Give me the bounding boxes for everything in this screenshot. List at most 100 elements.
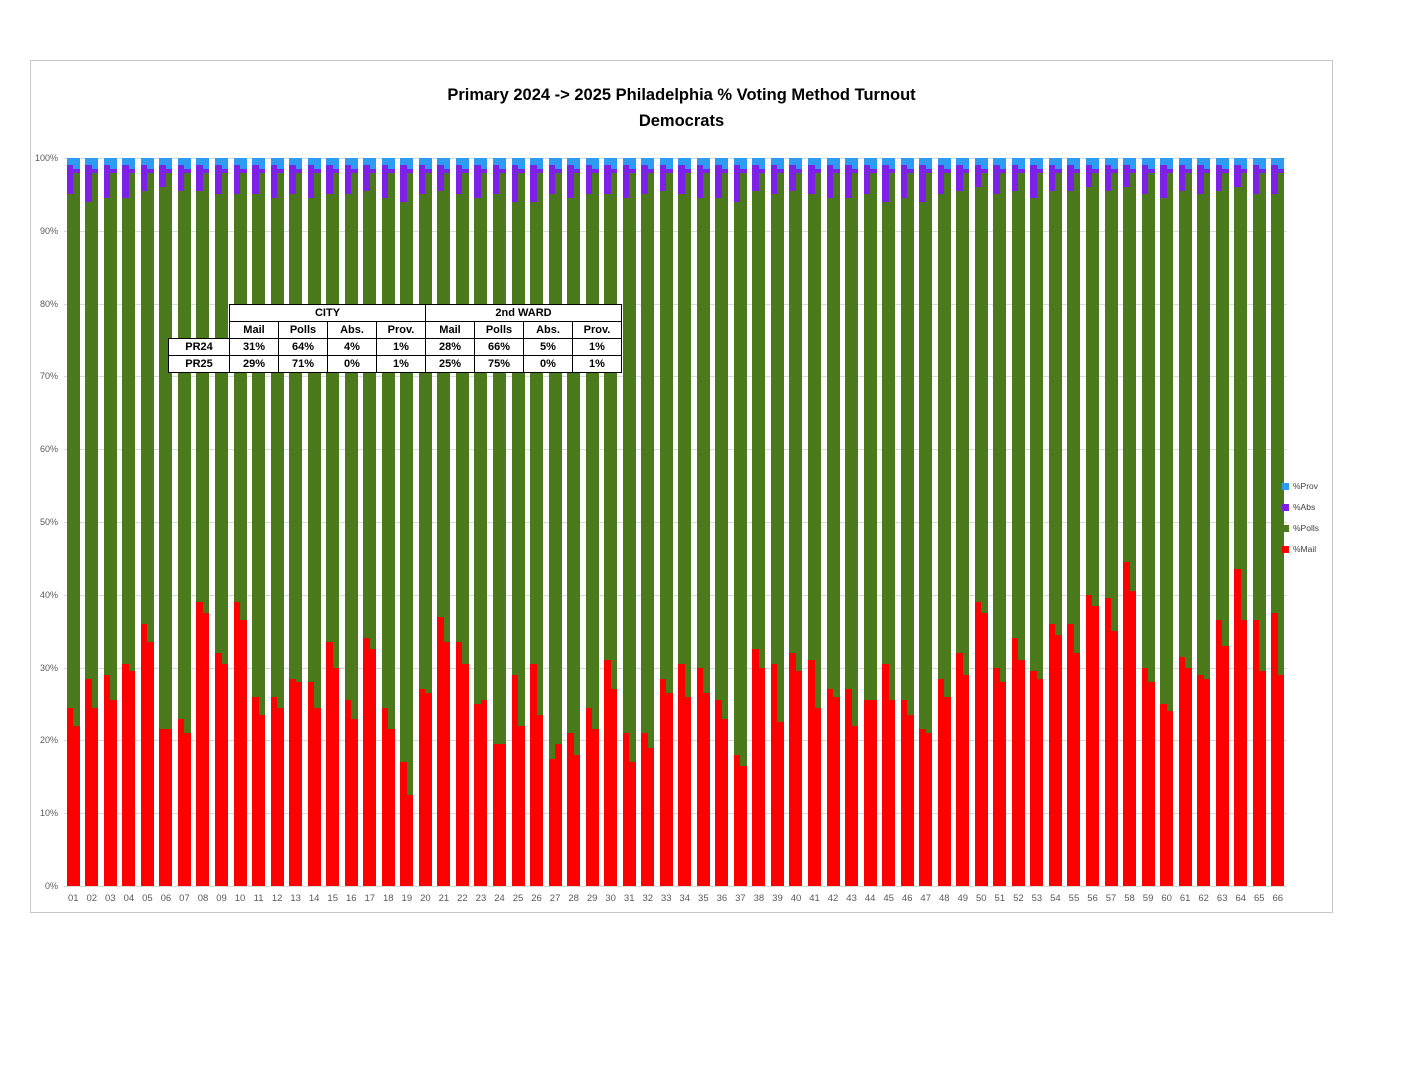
segment-polls[interactable] [684, 172, 692, 697]
segment-abs[interactable] [1011, 165, 1019, 191]
segment-abs[interactable] [1048, 165, 1056, 191]
stacked-bar-pr25-ward-30[interactable] [610, 158, 618, 886]
segment-abs[interactable] [196, 165, 203, 191]
segment-polls[interactable] [400, 201, 407, 763]
segment-polls[interactable] [1277, 172, 1285, 675]
segment-abs[interactable] [73, 168, 80, 173]
segment-mail[interactable] [752, 649, 759, 886]
segment-polls[interactable] [882, 201, 889, 664]
segment-mail[interactable] [610, 689, 618, 886]
stacked-bar-pr25-ward-39[interactable] [777, 158, 784, 886]
segment-mail[interactable] [499, 744, 506, 886]
segment-abs[interactable] [814, 168, 822, 173]
segment-abs[interactable] [1073, 168, 1081, 173]
segment-prov[interactable] [1203, 158, 1211, 169]
stacked-bar-pr24-ward-44[interactable] [863, 158, 871, 886]
segment-polls[interactable] [110, 172, 117, 701]
stacked-bar-pr25-ward-58[interactable] [1129, 158, 1137, 886]
stacked-bar-pr25-ward-07[interactable] [184, 158, 191, 886]
stacked-bar-pr24-ward-29[interactable] [585, 158, 593, 886]
segment-abs[interactable] [418, 165, 426, 195]
segment-polls[interactable] [518, 172, 525, 726]
segment-abs[interactable] [295, 168, 303, 173]
segment-abs[interactable] [567, 165, 574, 199]
segment-polls[interactable] [1129, 172, 1137, 592]
segment-mail[interactable] [962, 674, 970, 886]
stacked-bar-pr25-ward-42[interactable] [833, 158, 840, 886]
segment-polls[interactable] [455, 194, 463, 643]
segment-mail[interactable] [289, 678, 296, 886]
segment-mail[interactable] [425, 693, 432, 886]
segment-prov[interactable] [381, 158, 389, 166]
segment-polls[interactable] [1259, 172, 1266, 672]
segment-prov[interactable] [437, 158, 444, 166]
segment-mail[interactable] [863, 700, 871, 886]
segment-prov[interactable] [808, 158, 815, 166]
segment-prov[interactable] [962, 158, 970, 169]
segment-abs[interactable] [289, 165, 296, 195]
segment-prov[interactable] [1259, 158, 1266, 169]
segment-mail[interactable] [981, 613, 988, 886]
segment-polls[interactable] [437, 190, 444, 617]
stacked-bar-pr25-ward-01[interactable] [73, 158, 80, 886]
stacked-bar-pr24-ward-06[interactable] [159, 158, 166, 886]
stacked-bar-pr24-ward-36[interactable] [715, 158, 722, 886]
segment-mail[interactable] [202, 613, 210, 886]
segment-abs[interactable] [1018, 168, 1025, 173]
segment-prov[interactable] [758, 158, 766, 169]
segment-abs[interactable] [999, 168, 1007, 173]
segment-abs[interactable] [277, 168, 284, 173]
stacked-bar-pr25-ward-64[interactable] [1240, 158, 1248, 886]
segment-polls[interactable] [659, 190, 667, 679]
stacked-bar-pr25-ward-29[interactable] [592, 158, 599, 886]
segment-polls[interactable] [993, 194, 1000, 668]
segment-mail[interactable] [492, 744, 500, 886]
segment-polls[interactable] [962, 172, 970, 675]
segment-mail[interactable] [1160, 704, 1167, 886]
segment-prov[interactable] [530, 158, 537, 166]
stacked-bar-pr25-ward-56[interactable] [1092, 158, 1099, 886]
segment-prov[interactable] [418, 158, 426, 166]
segment-abs[interactable] [629, 168, 636, 173]
stacked-bar-pr25-ward-45[interactable] [888, 158, 896, 886]
stacked-bar-pr24-ward-37[interactable] [733, 158, 741, 886]
segment-abs[interactable] [826, 165, 834, 199]
segment-polls[interactable] [103, 198, 111, 675]
stacked-bar-pr25-ward-44[interactable] [870, 158, 877, 886]
stacked-bar-pr25-ward-06[interactable] [165, 158, 173, 886]
segment-abs[interactable] [388, 168, 395, 173]
segment-prov[interactable] [147, 158, 154, 169]
segment-polls[interactable] [863, 194, 871, 701]
segment-prov[interactable] [610, 158, 618, 169]
segment-prov[interactable] [351, 158, 358, 169]
segment-polls[interactable] [240, 172, 247, 621]
segment-mail[interactable] [326, 642, 333, 886]
segment-mail[interactable] [73, 725, 80, 886]
segment-mail[interactable] [733, 754, 741, 886]
segment-mail[interactable] [1011, 638, 1019, 886]
segment-mail[interactable] [307, 682, 315, 886]
segment-prov[interactable] [85, 158, 92, 166]
stacked-bar-pr25-ward-34[interactable] [684, 158, 692, 886]
segment-polls[interactable] [91, 172, 99, 708]
segment-polls[interactable] [270, 198, 278, 697]
stacked-bar-pr25-ward-49[interactable] [962, 158, 970, 886]
segment-abs[interactable] [851, 168, 859, 173]
segment-polls[interactable] [1234, 187, 1241, 570]
segment-prov[interactable] [443, 158, 451, 169]
stacked-bar-pr24-ward-50[interactable] [974, 158, 982, 886]
stacked-bar-pr25-ward-37[interactable] [740, 158, 747, 886]
segment-prov[interactable] [1178, 158, 1186, 166]
segment-polls[interactable] [1185, 172, 1192, 668]
stacked-bar-pr25-ward-23[interactable] [480, 158, 488, 886]
segment-abs[interactable] [202, 168, 210, 173]
segment-abs[interactable] [184, 168, 191, 173]
segment-mail[interactable] [480, 700, 488, 886]
stacked-bar-pr25-ward-24[interactable] [499, 158, 506, 886]
segment-abs[interactable] [974, 165, 982, 188]
segment-abs[interactable] [1129, 168, 1137, 173]
segment-polls[interactable] [814, 172, 822, 708]
stacked-bar-pr24-ward-63[interactable] [1215, 158, 1223, 886]
segment-polls[interactable] [795, 172, 803, 672]
segment-mail[interactable] [1203, 678, 1211, 886]
